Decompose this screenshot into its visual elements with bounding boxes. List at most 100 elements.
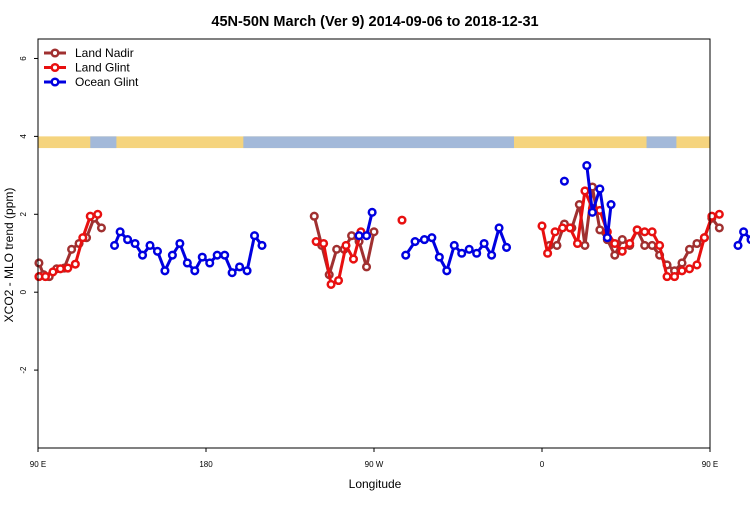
- legend-item: Ocean Glint: [44, 75, 139, 89]
- legend-swatch-marker: [50, 62, 60, 73]
- ocean-band: [90, 136, 117, 149]
- chart-title: 45N-50N March (Ver 9) 2014-09-06 to 2018…: [211, 14, 538, 30]
- data-point: [640, 240, 650, 250]
- axes: 90 E 180 90 W 0 90 E -2 0 2 4 6: [19, 56, 718, 469]
- data-point: [55, 264, 65, 274]
- data-point: [190, 266, 200, 276]
- series-land-nadir: [34, 182, 724, 282]
- x-tick-label: 90 E: [30, 460, 46, 469]
- data-point: [367, 207, 377, 217]
- x-tick-label: 90 W: [365, 460, 384, 469]
- data-point: [582, 161, 592, 171]
- x-tick-label: 0: [540, 460, 545, 469]
- data-point: [115, 227, 125, 237]
- data-point: [197, 252, 207, 262]
- data-point: [167, 250, 177, 260]
- ocean-band: [243, 136, 515, 149]
- data-point: [714, 223, 724, 233]
- data-point: [733, 240, 743, 250]
- data-point: [48, 267, 58, 277]
- data-point: [677, 258, 687, 268]
- data-point: [85, 211, 95, 221]
- data-point: [677, 266, 687, 276]
- data-point: [427, 233, 437, 243]
- data-point: [354, 231, 364, 241]
- data-point: [160, 266, 170, 276]
- data-point: [309, 211, 319, 221]
- data-point: [361, 231, 372, 241]
- data-point: [319, 238, 329, 249]
- data-point: [347, 231, 357, 241]
- data-point: [606, 199, 616, 210]
- data-point: [610, 238, 620, 249]
- legend-item: Land Nadir: [44, 46, 134, 60]
- data-point: [70, 259, 80, 269]
- data-point: [602, 233, 612, 243]
- data-point: [739, 227, 749, 237]
- data-point: [625, 238, 635, 249]
- data-point: [550, 227, 560, 237]
- data-point: [580, 240, 590, 250]
- data-point: [552, 240, 562, 250]
- data-point: [109, 240, 120, 250]
- data-point: [565, 223, 575, 233]
- data-point: [610, 250, 620, 260]
- y-tick-label: 4: [19, 134, 28, 139]
- data-point: [617, 235, 627, 245]
- data-point: [205, 258, 215, 268]
- data-point: [487, 250, 497, 260]
- x-tick-label: 180: [199, 460, 213, 469]
- x-axis-label: Longitude: [349, 477, 402, 491]
- data-point: [684, 264, 695, 274]
- y-tick-label: 6: [19, 56, 28, 61]
- data-point: [746, 235, 750, 245]
- data-point: [326, 279, 336, 289]
- data-point: [67, 244, 77, 254]
- data-point: [419, 235, 429, 245]
- data-point: [572, 238, 583, 249]
- data-point: [249, 231, 260, 241]
- land-mask-band: [38, 136, 710, 149]
- data-point: [662, 272, 672, 282]
- data-point: [543, 248, 553, 258]
- legend-item: Land Glint: [44, 61, 130, 75]
- data-point: [457, 248, 467, 258]
- x-tick-label: 90 E: [702, 460, 718, 469]
- data-point: [257, 240, 267, 250]
- data-point: [63, 263, 73, 273]
- data-point: [472, 248, 482, 258]
- data-point: [40, 272, 51, 282]
- series-ocean-glint: [109, 161, 750, 278]
- data-point: [242, 266, 252, 276]
- data-point: [595, 184, 605, 194]
- y-tick-label: -2: [19, 366, 28, 374]
- data-point: [397, 215, 407, 225]
- data-point: [692, 260, 702, 270]
- data-point: [227, 268, 237, 278]
- ocean-band: [646, 136, 677, 149]
- data-point: [235, 262, 245, 272]
- data-point: [464, 244, 474, 254]
- legend-swatch-marker: [50, 77, 60, 87]
- data-point: [34, 258, 44, 268]
- data-point: [669, 272, 680, 282]
- data-point: [595, 225, 605, 235]
- data-point: [145, 240, 155, 250]
- data-point: [212, 250, 222, 260]
- data-point: [479, 238, 489, 249]
- data-point: [348, 254, 359, 264]
- data-point: [361, 262, 372, 272]
- data-point: [587, 207, 597, 217]
- data-point: [449, 240, 459, 250]
- data-point: [123, 235, 133, 245]
- data-point: [78, 233, 88, 243]
- data-point: [434, 252, 444, 262]
- data-point: [333, 275, 344, 286]
- data-point: [640, 227, 650, 237]
- data-point: [93, 209, 103, 219]
- legend-label: Ocean Glint: [75, 75, 139, 89]
- data-point: [537, 221, 547, 231]
- data-point: [632, 225, 642, 235]
